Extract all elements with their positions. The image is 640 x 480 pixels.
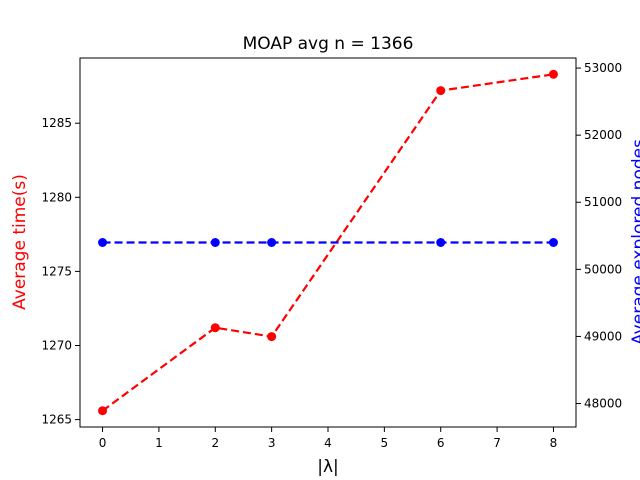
data-point-left [267,332,277,342]
data-point-left [210,323,220,333]
right-y-tick-label: 49000 [584,329,622,343]
x-tick-label: 8 [550,436,558,450]
left-y-axis: 1265 1270 1275 1280 1285 [41,116,80,427]
x-tick-label: 7 [493,436,501,450]
right-y-tick-label: 48000 [584,397,622,411]
data-point-right [436,238,446,247]
data-point-right [98,238,108,247]
right-y-tick-label: 53000 [584,61,622,75]
x-tick-label: 5 [381,436,389,450]
x-axis-label: |λ| [317,457,339,477]
right-y-tick-label: 51000 [584,195,622,209]
left-y-tick-label: 1280 [41,190,72,204]
data-point-left [98,406,108,416]
x-axis: 0 1 2 3 4 5 6 7 8 [99,427,558,450]
data-point-left [548,69,558,79]
left-axis-label: Average time(s) [10,174,30,310]
x-tick-label: 0 [99,436,107,450]
series-layer [98,69,558,416]
x-tick-label: 3 [268,436,276,450]
data-point-right [548,238,558,247]
right-axis-label: Average explored nodes [629,139,640,345]
right-y-axis: 48000 49000 50000 51000 52000 53000 [576,61,622,411]
x-tick-label: 6 [437,436,445,450]
data-point-right [210,238,220,247]
data-point-right [267,238,277,247]
left-y-tick-label: 1275 [41,264,72,278]
x-tick-label: 2 [211,436,219,450]
chart-title: MOAP avg n = 1366 [243,34,414,54]
right-y-tick-label: 50000 [584,262,622,276]
left-y-tick-label: 1265 [41,413,72,427]
x-tick-label: 1 [155,436,163,450]
data-point-left [436,86,446,96]
left-y-tick-label: 1285 [41,116,72,130]
x-tick-label: 4 [324,436,332,450]
right-y-tick-label: 52000 [584,128,622,142]
left-y-tick-label: 1270 [41,338,72,352]
